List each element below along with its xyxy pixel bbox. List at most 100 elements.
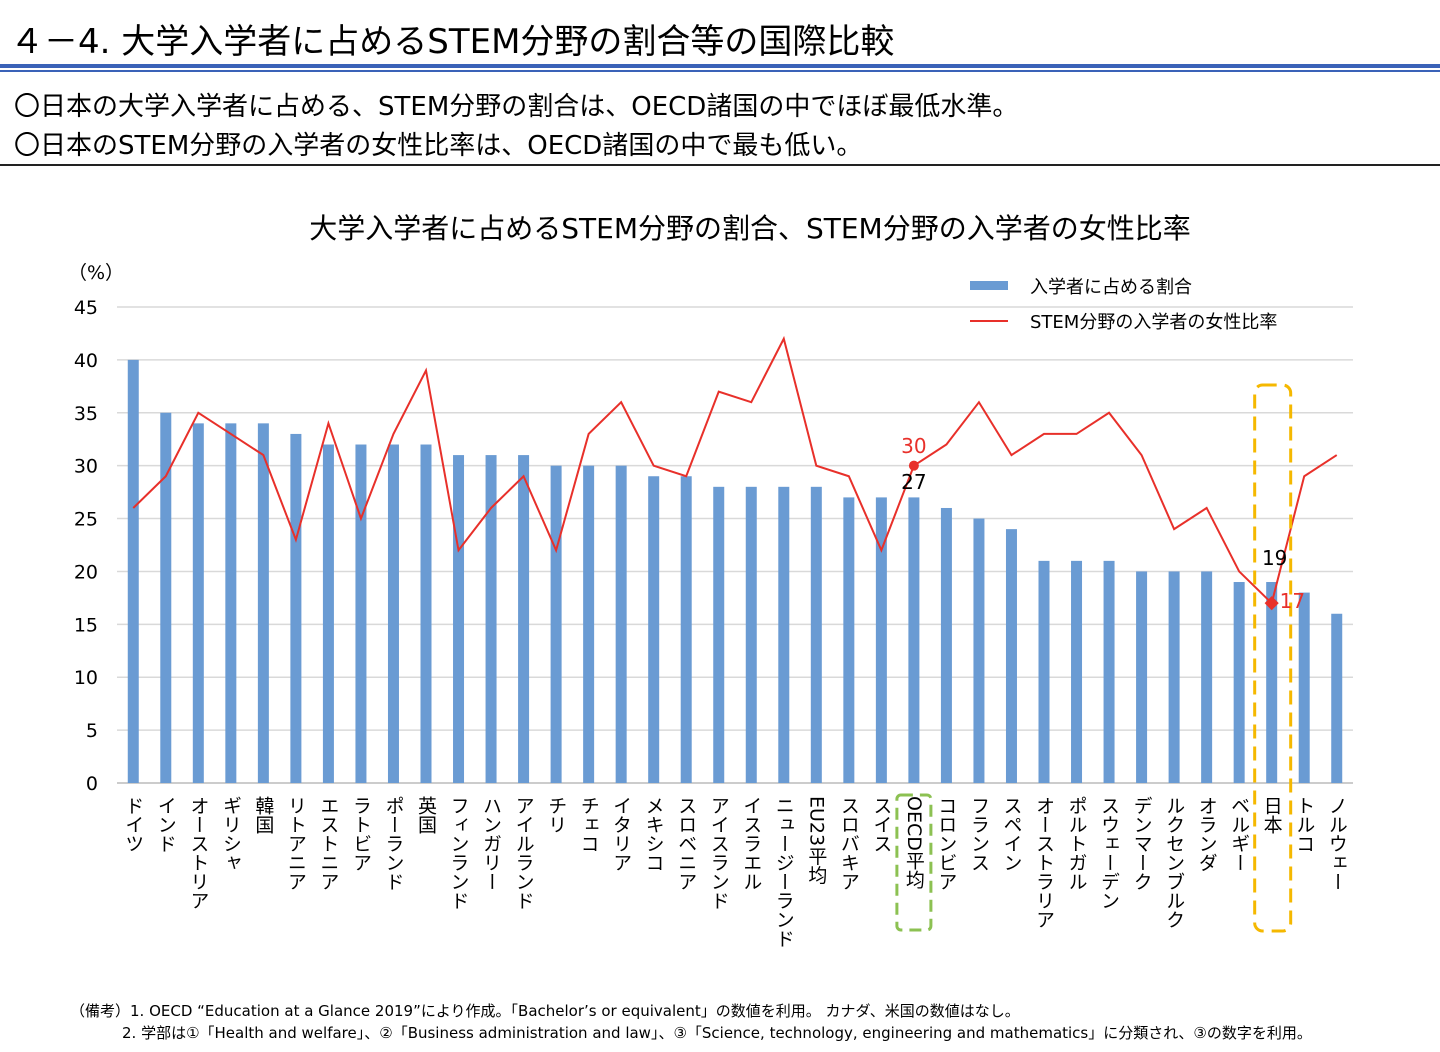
japan-bar-value: 19 (1262, 546, 1287, 570)
title-divider-thin (0, 70, 1440, 72)
category-label: アイスランド (708, 796, 730, 910)
bar (290, 433, 302, 783)
oecd-highlight-box (895, 793, 933, 932)
bar (843, 497, 855, 783)
y-axis-label: （%） (68, 262, 124, 284)
oecd-line-value: 30 (901, 434, 926, 458)
chart-title: 大学入学者に占めるSTEM分野の割合、STEM分野の入学者の女性比率 (309, 212, 1190, 245)
category-label: ベルギー (1228, 796, 1250, 872)
bar (485, 455, 497, 783)
bar (908, 497, 920, 783)
footnote-2: 2. 学部は①「Health and welfare」、②「Business a… (122, 1024, 1312, 1042)
category-label: ハンガリー (480, 796, 502, 891)
bar (778, 486, 790, 783)
bar (973, 518, 985, 783)
bar (355, 444, 367, 783)
y-tick-label: 5 (86, 720, 98, 742)
y-tick-label: 0 (86, 773, 98, 795)
y-tick-label: 40 (74, 350, 98, 372)
category-label: デンマーク (1131, 796, 1153, 891)
bar (127, 359, 139, 783)
category-label: 日本 (1261, 796, 1283, 834)
y-tick-label: 30 (74, 456, 98, 478)
category-label: ノルウェー (1326, 796, 1348, 891)
bar (1168, 571, 1180, 783)
category-label: スペイン (1000, 796, 1022, 872)
bar (1233, 582, 1245, 783)
bar (192, 423, 204, 783)
category-label: スロバキア (838, 796, 860, 891)
bar (322, 444, 334, 783)
category-label: EU23平均 (805, 796, 827, 884)
y-tick-label: 15 (74, 614, 98, 636)
category-label: スイス (870, 796, 892, 853)
bar (420, 444, 432, 783)
legend-line-label: STEM分野の入学者の女性比率 (1030, 312, 1277, 333)
y-tick-label: 10 (74, 667, 98, 689)
japan-line-marker (1264, 596, 1279, 611)
category-label: イタリア (610, 796, 632, 872)
category-label: オーストラリア (1033, 796, 1055, 929)
category-label: スロベニア (675, 796, 697, 891)
y-tick-label: 35 (74, 403, 98, 425)
category-label: 英国 (415, 796, 437, 834)
bar (1298, 592, 1310, 783)
category-label: トルコ (1293, 796, 1315, 853)
bar (1136, 571, 1148, 783)
bar (550, 465, 562, 783)
category-label: ラトビア (350, 796, 372, 872)
category-label: フィンランド (448, 796, 470, 910)
bar (1071, 560, 1083, 783)
category-label: ポーランド (382, 796, 404, 891)
bar (225, 423, 237, 783)
category-label: コロンビア (935, 796, 957, 891)
category-label: インド (155, 796, 177, 853)
category-label: ドイツ (122, 796, 144, 853)
summary-bullet-1: 〇日本の大学入学者に占める、STEM分野の割合は、OECD諸国の中でほぼ最低水準… (14, 92, 1019, 122)
bar (1201, 571, 1213, 783)
bar (745, 486, 757, 783)
category-label: スウェーデン (1098, 796, 1120, 910)
legend-bar-swatch (970, 281, 1008, 290)
bar (1005, 529, 1017, 783)
bar (648, 476, 660, 783)
female-ratio-line (132, 335, 1338, 606)
category-label: イスラエル (740, 796, 762, 891)
bar (680, 476, 692, 783)
category-label: アイルランド (513, 796, 535, 910)
bar (1103, 560, 1115, 783)
category-label: チリ (545, 796, 567, 834)
category-label: オランダ (1196, 796, 1218, 872)
bar (518, 455, 530, 783)
oecd-line-marker (908, 460, 919, 471)
category-label: エストニア (317, 796, 339, 891)
category-label: OECD平均 (903, 796, 925, 889)
footnote-1: （備考）1. OECD “Education at a Glance 2019”… (70, 1002, 1020, 1020)
legend-bar-label: 入学者に占める割合 (1030, 277, 1192, 298)
category-label: ルクセンブルク (1163, 796, 1185, 929)
bar (160, 412, 172, 783)
bar (387, 444, 399, 783)
section-divider (0, 164, 1440, 166)
japan-line-value: 17 (1280, 589, 1305, 613)
y-tick-label: 25 (74, 509, 98, 531)
category-label: 韓国 (252, 796, 274, 834)
category-label: ポルトガル (1066, 796, 1088, 891)
bar (810, 486, 822, 783)
y-tick-label: 20 (74, 561, 98, 583)
bar (257, 423, 269, 783)
category-label: ニュージーランド (773, 796, 795, 948)
category-label: ギリシャ (220, 796, 242, 872)
category-label: チェコ (578, 796, 600, 853)
summary-bullet-2: 〇日本のSTEM分野の入学者の女性比率は、OECD諸国の中で最も低い。 (14, 131, 863, 161)
bar (875, 497, 887, 783)
category-label: メキシコ (643, 796, 665, 872)
bar (940, 507, 952, 783)
bar (1331, 613, 1343, 783)
page-title: ４－4. 大学入学者に占めるSTEM分野の割合等の国際比較 (10, 22, 895, 62)
y-tick-label: 45 (74, 297, 98, 319)
category-label: オーストリア (187, 796, 209, 910)
bar (453, 455, 465, 783)
bar (583, 465, 595, 783)
